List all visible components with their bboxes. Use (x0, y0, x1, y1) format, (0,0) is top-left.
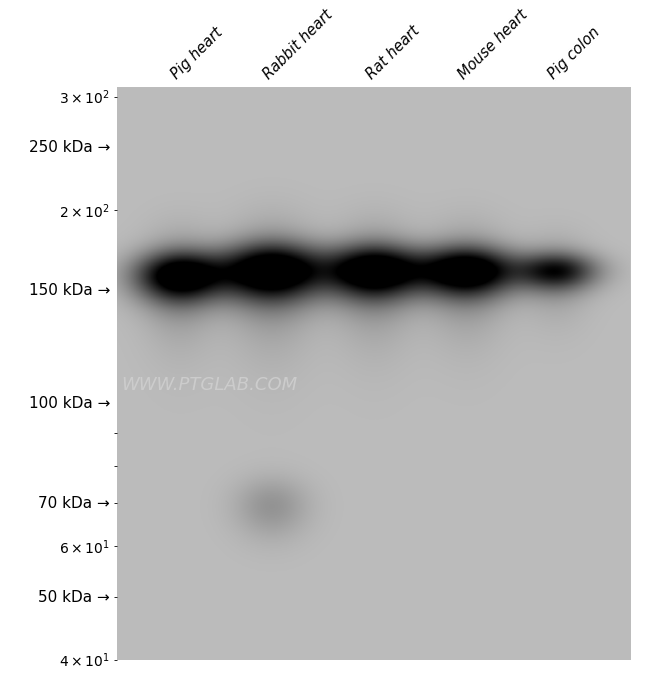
Text: Pig colon: Pig colon (545, 24, 603, 82)
Text: 150 kDa →: 150 kDa → (29, 283, 110, 297)
Text: 50 kDa →: 50 kDa → (38, 590, 110, 605)
Text: 100 kDa →: 100 kDa → (29, 396, 110, 411)
Text: Pig heart: Pig heart (168, 25, 225, 82)
Text: WWW.PTGLAB.COM: WWW.PTGLAB.COM (122, 376, 298, 394)
Text: Mouse heart: Mouse heart (456, 7, 530, 82)
Text: Rabbit heart: Rabbit heart (261, 7, 335, 82)
Text: Rat heart: Rat heart (363, 23, 422, 82)
Text: 70 kDa →: 70 kDa → (38, 496, 110, 511)
Text: 250 kDa →: 250 kDa → (29, 140, 110, 155)
